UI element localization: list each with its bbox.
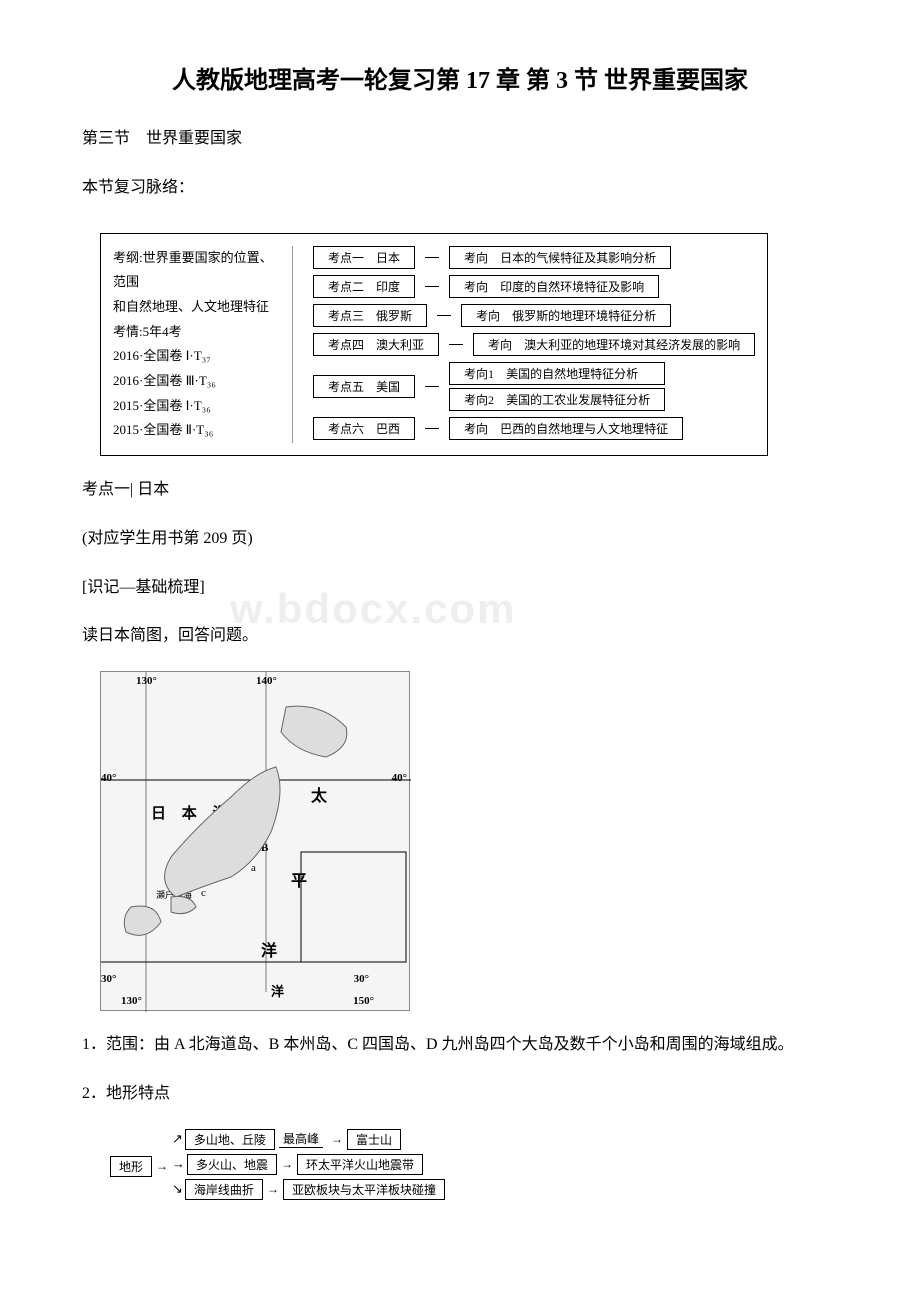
target-box: 考向 日本的气候特征及其影响分析 xyxy=(449,246,671,269)
outline-line: 考情:5年4考 xyxy=(113,320,282,345)
paragraph-2: 2．地形特点 xyxy=(50,1080,870,1109)
terrain-leaf: 富士山 xyxy=(347,1129,401,1150)
point-box: 考点四 澳大利亚 xyxy=(313,333,439,356)
target-box: 考向 俄罗斯的地理环境特征分析 xyxy=(461,304,671,327)
outline-line: 2016·全国卷 Ⅲ·T₃₆ xyxy=(113,369,282,394)
terrain-leaf: 亚欧板块与太平洋板块碰撞 xyxy=(283,1179,445,1200)
flowchart: 考纲:世界重要国家的位置、范围 和自然地理、人文地理特征 考情:5年4考 201… xyxy=(100,233,768,457)
flowchart-middle: 考点一 日本 考向 日本的气候特征及其影响分析 考点二 印度 考向 印度的自然环… xyxy=(313,246,755,444)
section-heading: 考点一| 日本 xyxy=(50,476,870,505)
arrow-icon: → xyxy=(156,1159,168,1174)
point-box: 考点二 印度 xyxy=(313,275,415,298)
terrain-branch: 多山地、丘陵 xyxy=(185,1129,275,1150)
arrow-icon: → xyxy=(331,1132,343,1147)
page-title: 人教版地理高考一轮复习第 17 章 第 3 节 世界重要国家 xyxy=(50,60,870,95)
japan-map: 130° 140° 40° 40° 30° 30° 130° 150° 日 本 … xyxy=(100,671,410,1011)
target-box: 考向 印度的自然环境特征及影响 xyxy=(449,275,659,298)
section-note: (对应学生用书第 209 页) xyxy=(50,525,870,554)
terrain-diagram: 地形 → ↗ 多山地、丘陵 最高峰 → 富士山 → 多火山、地震 → 环太平洋火… xyxy=(110,1129,870,1204)
outline-line: 2015·全国卷 Ⅱ·T₃₆ xyxy=(113,418,282,443)
point-box: 考点一 日本 xyxy=(313,246,415,269)
terrain-branch: 海岸线曲折 xyxy=(185,1179,263,1200)
section-sub: [识记—基础梳理] xyxy=(50,574,870,603)
point-box: 考点三 俄罗斯 xyxy=(313,304,427,327)
target-box: 考向 巴西的自然地理与人文地理特征 xyxy=(449,417,683,440)
outline-line: 和自然地理、人文地理特征 xyxy=(113,295,282,320)
target-box: 考向 澳大利亚的地理环境对其经济发展的影响 xyxy=(473,333,755,356)
outline-line: 2016·全国卷 Ⅰ·T₃₇ xyxy=(113,344,282,369)
terrain-branch: 多火山、地震 xyxy=(187,1154,277,1175)
arrow-icon: → xyxy=(281,1157,293,1172)
intro-text: 本节复习脉络： xyxy=(50,174,870,203)
arrow-icon: → xyxy=(267,1182,279,1197)
target-box: 考向1 美国的自然地理特征分析 xyxy=(449,362,665,385)
outline-line: 2015·全国卷 Ⅰ·T₃₆ xyxy=(113,394,282,419)
outline-line: 考纲:世界重要国家的位置、范围 xyxy=(113,246,282,295)
target-box: 考向2 美国的工农业发展特征分析 xyxy=(449,388,665,411)
point-box: 考点六 巴西 xyxy=(313,417,415,440)
paragraph-1: 1．范围：由 A 北海道岛、B 本州岛、C 四国岛、D 九州岛四个大岛及数千个小… xyxy=(50,1031,870,1060)
section-question: 读日本简图，回答问题。 xyxy=(50,622,870,651)
terrain-leaf: 环太平洋火山地震带 xyxy=(297,1154,423,1175)
terrain-label: 最高峰 xyxy=(279,1130,323,1148)
map-outline xyxy=(101,672,411,1012)
flowchart-left: 考纲:世界重要国家的位置、范围 和自然地理、人文地理特征 考情:5年4考 201… xyxy=(113,246,293,444)
terrain-root: 地形 xyxy=(110,1156,152,1177)
point-box: 考点五 美国 xyxy=(313,375,415,398)
subtitle: 第三节 世界重要国家 xyxy=(50,125,870,154)
